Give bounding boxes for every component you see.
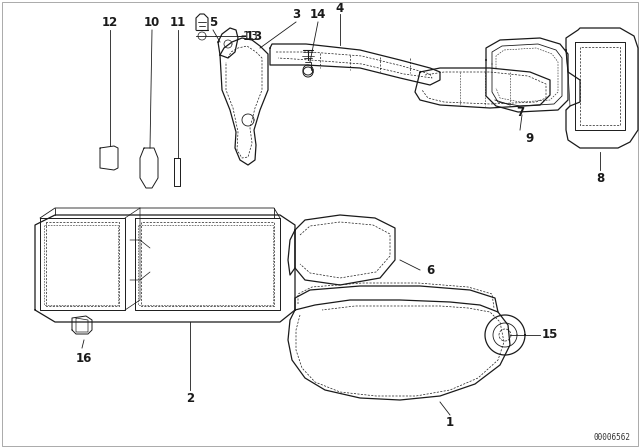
Text: 00006562: 00006562 [593,433,630,442]
Text: 16: 16 [76,352,92,365]
Text: 1: 1 [446,415,454,428]
Text: 5: 5 [209,16,217,29]
Text: 6: 6 [426,263,434,276]
Text: 10: 10 [144,16,160,29]
Text: 14: 14 [310,8,326,21]
Text: 8: 8 [596,172,604,185]
Text: 2: 2 [186,392,194,405]
Text: 9: 9 [526,132,534,145]
Text: 7: 7 [516,105,524,119]
Text: 3: 3 [292,8,300,21]
Text: 15: 15 [542,328,558,341]
Text: –13: –13 [240,30,262,43]
Text: 12: 12 [102,16,118,29]
Text: –13: –13 [237,30,259,43]
Text: 4: 4 [336,1,344,14]
Text: 11: 11 [170,16,186,29]
